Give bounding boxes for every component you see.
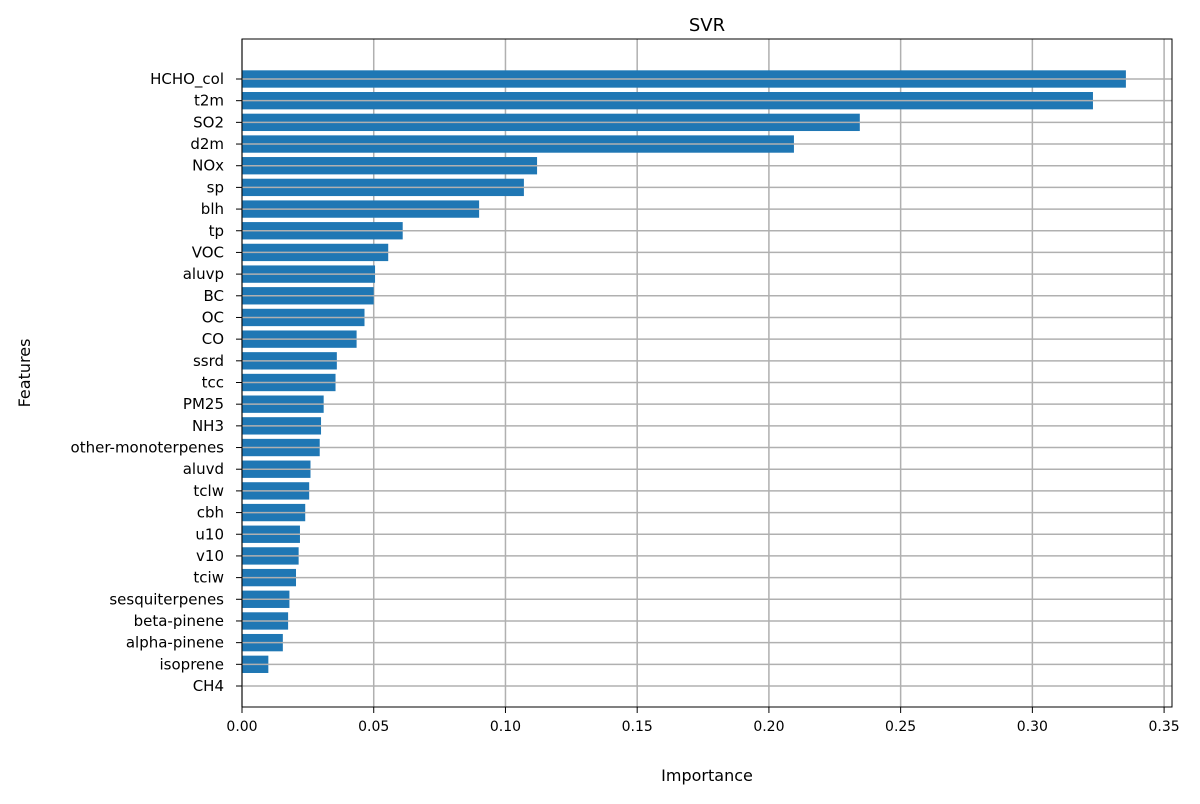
ticks: 0.00 0.05 0.10 0.15 0.20 0.25 0.30 0.35 HCHO_col… [71,70,1180,735]
y-tick-label: ssrd [193,352,224,370]
y-tick-label: v10 [196,547,224,565]
y-tick-label: aluvp [183,265,224,283]
y-tick-label: SO2 [193,113,224,131]
y-tick-label: d2m [190,135,224,153]
x-tick-label: 0.20 [753,719,784,735]
y-tick-label: BC [203,287,224,305]
y-tick-label: sesquiterpenes [109,590,224,608]
y-tick-label: tp [209,222,224,240]
x-tick-label: 0.05 [358,719,389,735]
y-tick-label: other-monoterpenes [71,439,225,457]
y-axis-label: Features [15,339,34,408]
y-tick-label: PM25 [183,395,224,413]
x-tick-label: 0.10 [490,719,521,735]
y-tick-label: u10 [195,525,224,543]
y-tick-label: tcc [202,374,224,392]
x-tick-label: 0.15 [622,719,653,735]
y-tick-label: NOx [192,157,224,175]
y-tick-label: HCHO_col [150,70,224,89]
y-tick-label: tclw [193,482,224,500]
chart-title: SVR [689,15,725,36]
y-tick-label: CO [202,330,224,348]
x-tick-label: 0.25 [885,719,916,735]
x-tick-label: 0.30 [1017,719,1048,735]
y-tick-label: sp [207,178,224,196]
x-tick-label: 0.35 [1149,719,1180,735]
y-tick-label: tciw [193,569,224,587]
y-tick-label: CH4 [193,677,224,695]
y-tick-label: alpha-pinene [126,634,224,652]
y-tick-label: aluvd [183,460,224,478]
y-tick-label: t2m [194,92,224,110]
plot-frame [241,38,1173,708]
y-tick-label: cbh [197,504,224,522]
y-tick-label: NH3 [192,417,224,435]
x-axis-label: Importance [661,766,753,785]
bars [242,70,1126,673]
y-tick-label: OC [202,308,224,326]
y-tick-label: blh [201,200,224,218]
y-tick-label: beta-pinene [134,612,224,630]
y-tick-label: isoprene [160,655,224,673]
y-tick-label: VOC [192,243,224,261]
x-tick-label: 0.00 [226,719,257,735]
